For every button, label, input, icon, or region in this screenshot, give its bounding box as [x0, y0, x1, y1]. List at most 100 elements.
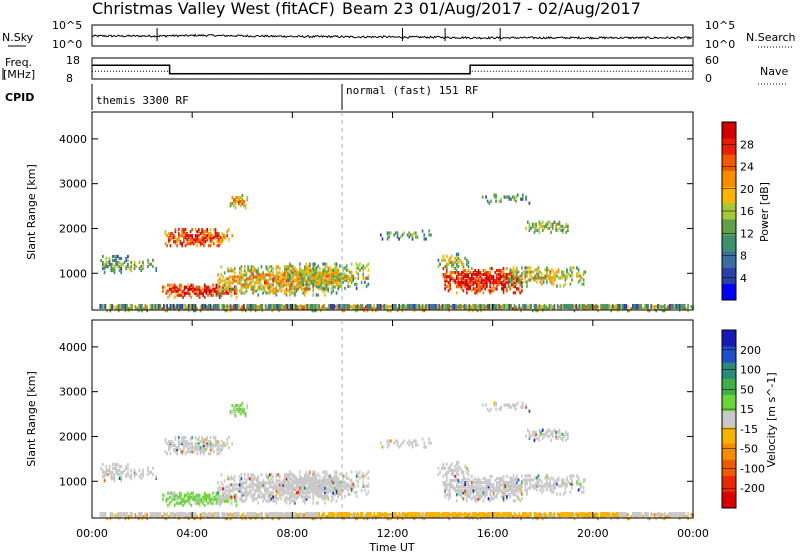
velocity-cell: [176, 448, 178, 452]
power-cell: [196, 307, 198, 311]
power-cell: [176, 240, 178, 244]
power-cell: [178, 228, 180, 232]
power-cell: [493, 195, 496, 199]
velocity-cell: [198, 503, 201, 507]
velocity-cell: [260, 485, 263, 489]
velocity-cell: [180, 497, 183, 501]
velocity-cell: [178, 446, 180, 450]
velocity-cell: [128, 475, 131, 479]
power-cell: [513, 304, 516, 309]
power-cell: [467, 264, 470, 268]
power-cell: [242, 291, 244, 295]
power-cell: [191, 242, 193, 246]
colorbar-swatch: [722, 283, 736, 301]
velocity-cell: [344, 486, 346, 490]
power-cell: [270, 269, 273, 273]
power-cell: [455, 271, 458, 275]
power-cell: [541, 307, 544, 311]
velocity-cell: [168, 444, 170, 448]
velocity-cell: [183, 495, 186, 499]
power-cell: [320, 285, 323, 289]
power-cell: [455, 291, 458, 295]
velocity-cell: [317, 501, 320, 505]
velocity-cell: [515, 515, 517, 519]
velocity-cell: [246, 404, 249, 408]
power-cell: [349, 305, 352, 309]
power-cell: [334, 266, 336, 270]
power-cell: [396, 233, 399, 237]
power-cell: [482, 285, 485, 289]
power-cell: [112, 258, 114, 263]
velocity-cell: [250, 495, 253, 499]
power-cell: [497, 269, 500, 273]
power-cell: [282, 283, 284, 287]
power-cell: [269, 271, 271, 275]
power-cell: [335, 270, 338, 274]
power-cell: [233, 304, 235, 309]
power-cell: [163, 285, 166, 289]
velocity-cell: [284, 499, 286, 503]
power-cell: [339, 264, 341, 268]
velocity-cell: [133, 470, 136, 474]
power-cell: [294, 304, 297, 309]
power-cell: [248, 277, 251, 281]
velocity-cell: [460, 470, 463, 474]
power-cell: [513, 197, 516, 201]
velocity-cell: [476, 493, 478, 497]
power-cell: [568, 304, 571, 309]
power-cell: [243, 273, 246, 277]
velocity-cell: [539, 478, 542, 482]
power-cell: [194, 236, 197, 240]
power-cell: [526, 270, 528, 274]
power-cell: [517, 287, 520, 291]
velocity-cell: [270, 485, 273, 489]
power-cell: [393, 304, 395, 309]
velocity-cell: [536, 484, 538, 488]
power-cell: [209, 240, 212, 244]
power-cell: [335, 264, 338, 268]
power-cell: [504, 283, 507, 287]
velocity-cell: [317, 482, 320, 486]
power-cell: [532, 278, 535, 282]
power-cell: [362, 274, 365, 278]
power-cell: [191, 240, 193, 244]
velocity-cell: [492, 489, 495, 493]
velocity-cell: [228, 495, 231, 499]
velocity-cell: [287, 473, 289, 477]
power-cell: [267, 273, 269, 277]
power-cell: [645, 304, 648, 309]
power-cell: [479, 285, 481, 289]
power-cell: [189, 242, 192, 246]
power-cell: [557, 270, 560, 274]
power-cell: [557, 268, 560, 272]
power-cell: [499, 281, 501, 285]
power-cell: [632, 304, 634, 309]
velocity-cell: [457, 493, 460, 497]
velocity-cell: [350, 480, 353, 484]
velocity-cell: [112, 475, 114, 479]
power-cell: [355, 262, 358, 266]
velocity-cell: [462, 485, 465, 489]
velocity-cell: [332, 493, 335, 497]
velocity-cell: [203, 438, 205, 442]
velocity-cell: [531, 478, 533, 482]
power-cell: [198, 289, 201, 293]
power-cell: [289, 262, 291, 266]
power-cell: [154, 304, 157, 309]
velocity-cell: [199, 517, 202, 521]
velocity-cell: [457, 489, 460, 493]
power-cell: [437, 264, 440, 268]
velocity-cell: [305, 494, 308, 498]
power-cell: [450, 277, 453, 281]
power-cell: [579, 274, 582, 278]
power-cell: [125, 258, 128, 263]
power-cell: [270, 277, 273, 281]
power-cell: [201, 238, 203, 242]
power-cell: [317, 284, 320, 288]
velocity-cell: [182, 497, 184, 501]
power-cell: [130, 260, 133, 265]
velocity-cell: [216, 440, 219, 444]
power-cell: [243, 283, 246, 287]
velocity-cell: [517, 488, 520, 492]
colorbar-swatch: [722, 267, 736, 285]
